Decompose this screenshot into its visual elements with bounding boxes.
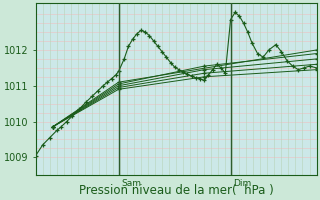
Text: Dim: Dim: [233, 179, 252, 188]
Text: Sam: Sam: [121, 179, 141, 188]
X-axis label: Pression niveau de la mer(  hPa ): Pression niveau de la mer( hPa ): [79, 184, 274, 197]
